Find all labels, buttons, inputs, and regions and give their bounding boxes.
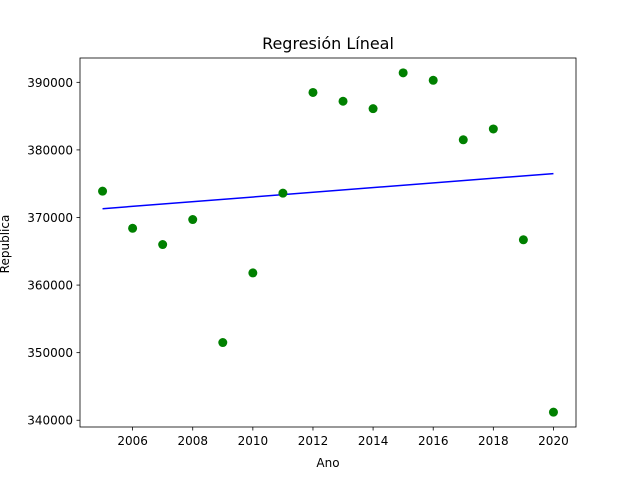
x-tick-label: 2006 (117, 434, 148, 448)
data-point (128, 223, 138, 233)
data-point (458, 135, 468, 145)
data-point (188, 215, 198, 225)
x-axis-label: Ano (316, 456, 339, 470)
data-point (278, 188, 288, 198)
y-tick-label: 340000 (27, 414, 73, 428)
chart-title: Regresión Líneal (262, 34, 394, 53)
data-point (518, 235, 528, 245)
data-point (428, 75, 438, 85)
regression-line (102, 172, 554, 210)
data-point (158, 240, 168, 250)
data-point (308, 87, 318, 97)
plot-area: 2006 2008 2010 2012 2014 2016 2018 2020 340000 35… (27, 57, 577, 448)
data-point (548, 407, 558, 417)
data-point (368, 104, 378, 114)
data-point (488, 124, 498, 134)
x-tick-label: 2012 (298, 434, 329, 448)
y-tick-label: 360000 (27, 279, 73, 293)
x-tick-label: 2016 (418, 434, 449, 448)
x-tick-label: 2014 (358, 434, 389, 448)
data-point (248, 268, 258, 278)
x-tick-label: 2010 (238, 434, 269, 448)
data-point (398, 68, 408, 78)
y-tick-label: 370000 (27, 211, 73, 225)
x-tick-label: 2018 (478, 434, 509, 448)
x-tick-label: 2020 (538, 434, 569, 448)
axes-frame (79, 57, 577, 428)
y-tick-label: 390000 (27, 76, 73, 90)
y-tick-label: 350000 (27, 346, 73, 360)
y-tick-label: 380000 (27, 143, 73, 157)
data-point (338, 96, 348, 106)
y-axis-label: Republica (0, 215, 12, 274)
data-point (98, 186, 108, 196)
x-tick-label: 2008 (177, 434, 208, 448)
data-point (218, 338, 228, 348)
